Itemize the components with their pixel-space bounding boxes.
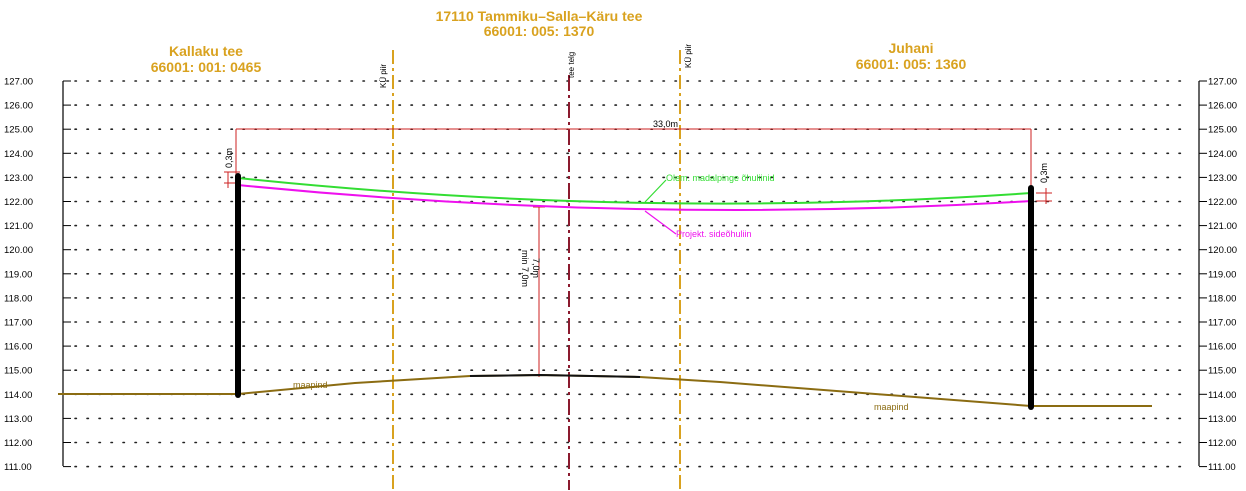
right-tick-label: 120.00 xyxy=(1208,245,1237,256)
left-tick-label: 127.00 xyxy=(4,77,33,88)
existing-line-leader xyxy=(644,179,667,203)
right-property-name: Juhani xyxy=(888,40,933,56)
right-tick-label: 114.00 xyxy=(1208,390,1236,401)
left-tick-label: 112.00 xyxy=(4,438,32,449)
right-tick-label: 127.00 xyxy=(1208,77,1237,88)
left-tick-label: 120.00 xyxy=(4,245,33,256)
ground-label-right: maapind xyxy=(874,402,909,412)
left-axis-ticks: 127.00 126.00 125.00 124.00 123.00 122.00 121.… xyxy=(4,77,71,473)
title-line2: 66001: 005: 1370 xyxy=(484,23,595,39)
right-tick-label: 112.00 xyxy=(1208,438,1236,449)
right-tick-label: 115.00 xyxy=(1208,366,1236,377)
left-tick-label: 124.00 xyxy=(4,149,33,160)
clearance-label-b: min 7,0m xyxy=(520,250,530,287)
left-tick-label: 117.00 xyxy=(4,318,32,329)
left-tick-label: 122.00 xyxy=(4,197,33,208)
centerline-label: tee telg xyxy=(567,52,576,78)
grid-dots xyxy=(74,80,1191,468)
projected-line-label: Projekt. sideõhuliin xyxy=(676,229,752,239)
right-tick-label: 126.00 xyxy=(1208,101,1237,112)
left-tick-label: 115.00 xyxy=(4,366,32,377)
right-tick-label: 121.00 xyxy=(1208,221,1237,232)
left-tick-label: 121.00 xyxy=(4,221,33,232)
right-property-code: 66001: 005: 1360 xyxy=(856,56,967,72)
left-tick-label: 125.00 xyxy=(4,125,33,136)
right-offset-label: 0,3m xyxy=(1039,163,1049,183)
right-axis-ticks: 127.00 126.00 125.00 124.00 123.00 122.00 121.… xyxy=(1199,77,1237,473)
projected-comm-line xyxy=(237,184,1032,211)
clearance-label-a: 7,0m xyxy=(531,258,541,278)
right-tick-label: 124.00 xyxy=(1208,149,1237,160)
left-tick-label: 118.00 xyxy=(4,293,32,304)
right-tick-label: 113.00 xyxy=(1208,414,1236,425)
road-surface xyxy=(469,373,641,378)
existing-low-voltage-line xyxy=(237,177,1032,205)
right-tick-label: 122.00 xyxy=(1208,197,1237,208)
left-tick-label: 123.00 xyxy=(4,173,33,184)
right-tick-label: 111.00 xyxy=(1208,462,1236,473)
ground-label-left: maapind xyxy=(293,380,328,390)
right-tick-label: 117.00 xyxy=(1208,318,1236,329)
left-tick-label: 119.00 xyxy=(4,269,32,280)
boundary-label-right: KÜ piir xyxy=(684,44,693,68)
right-tick-label: 119.00 xyxy=(1208,269,1236,280)
right-tick-label: 123.00 xyxy=(1208,173,1237,184)
left-tick-label: 126.00 xyxy=(4,101,33,112)
left-tick-label: 113.00 xyxy=(4,414,32,425)
right-tick-label: 125.00 xyxy=(1208,125,1237,136)
clearance-dimension: 7,0m min 7,0m xyxy=(520,206,545,377)
projected-line-leader xyxy=(644,210,677,235)
left-tick-label: 114.00 xyxy=(4,390,32,401)
left-property-code: 66001: 001: 0465 xyxy=(151,59,262,75)
width-dimension-label: 33,0m xyxy=(653,119,678,129)
ground-line xyxy=(58,373,1152,407)
left-offset-label: 0,3m xyxy=(224,148,234,168)
right-tick-label: 118.00 xyxy=(1208,293,1236,304)
title-line1: 17110 Tammiku–Salla–Käru tee xyxy=(436,8,643,24)
left-tick-label: 116.00 xyxy=(4,342,32,353)
boundary-label-left: KÜ piir xyxy=(379,64,388,88)
existing-line-label: Olem. madalpinge õhuliinid xyxy=(666,173,775,183)
left-property-name: Kallaku tee xyxy=(169,43,243,59)
width-dimension: 33,0m xyxy=(235,119,1032,193)
left-tick-label: 111.00 xyxy=(4,462,32,473)
right-offset-dimension: 0,3m xyxy=(1036,163,1052,204)
right-tick-label: 116.00 xyxy=(1208,342,1236,353)
